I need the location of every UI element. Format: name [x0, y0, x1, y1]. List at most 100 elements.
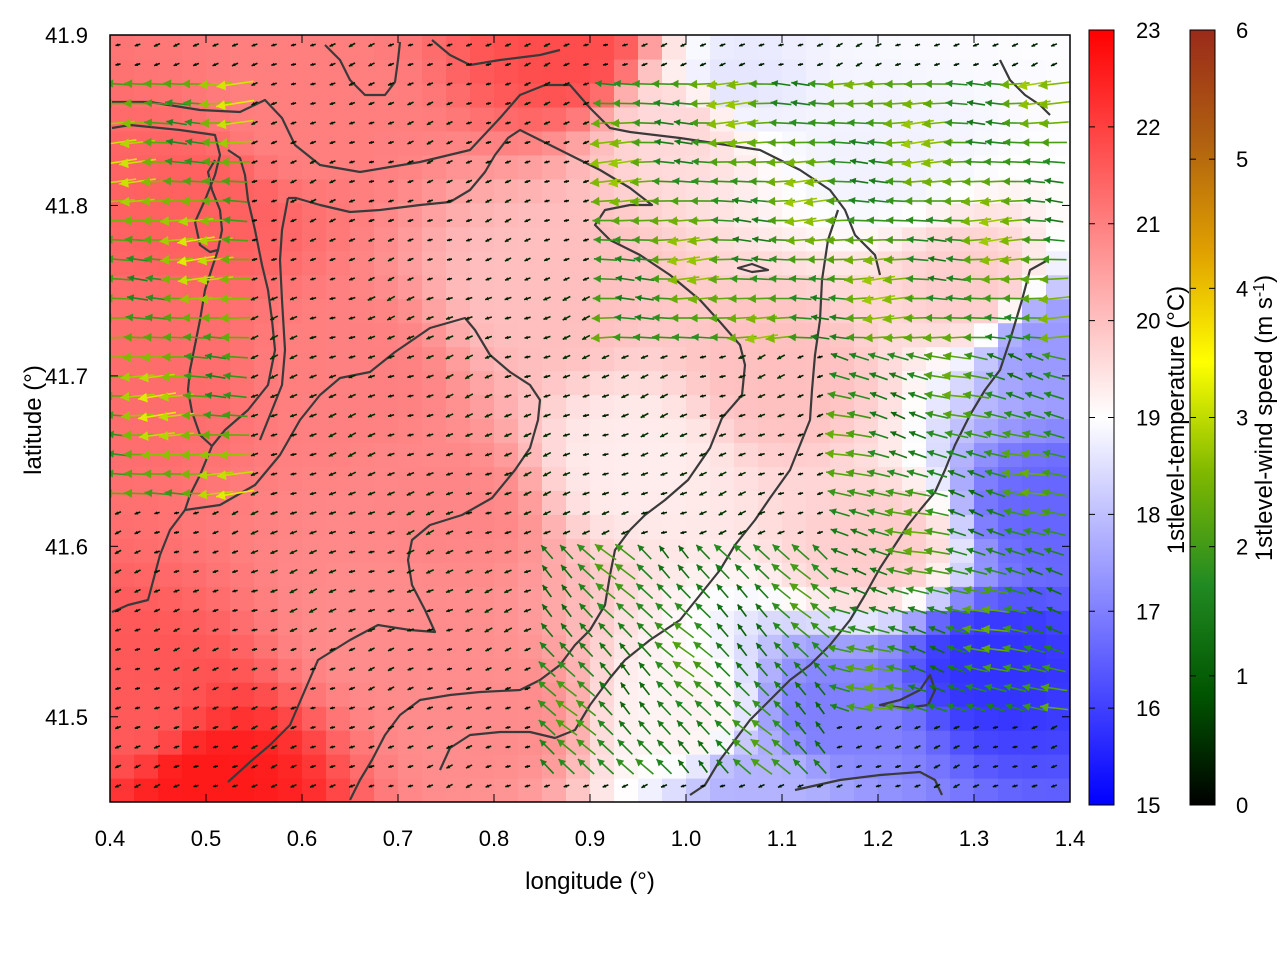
heat-cell — [854, 466, 879, 492]
wind-arrow — [270, 179, 278, 184]
wind-arrow — [183, 372, 209, 381]
heat-cell — [686, 298, 711, 324]
heat-cell — [446, 154, 471, 180]
heat-cell — [110, 35, 135, 60]
heat-cell — [230, 730, 255, 755]
wind-arrow — [231, 62, 239, 67]
heat-cell — [302, 778, 327, 802]
heat-cell — [590, 658, 615, 683]
heat-cell — [542, 178, 567, 204]
wind-arrow-head — [251, 569, 255, 574]
heat-cell — [350, 250, 375, 276]
heat-cell — [614, 106, 639, 132]
heat-cell — [638, 202, 663, 228]
heat-cell — [1046, 730, 1070, 755]
heat-cell — [470, 682, 495, 707]
heat-cell — [422, 754, 447, 779]
heat-cell — [110, 658, 135, 683]
heat-cell — [734, 58, 759, 84]
heat-cell — [758, 418, 783, 444]
wind-arrow-head — [251, 706, 256, 710]
wind-arrow-head — [198, 294, 209, 304]
heat-cell — [710, 370, 735, 396]
heat-cell — [110, 706, 135, 731]
wind-arrow — [145, 313, 169, 322]
heat-cell — [974, 370, 999, 396]
heat-cell — [854, 322, 879, 348]
heat-cell — [806, 778, 831, 802]
wind-arrow — [251, 725, 258, 730]
wind-arrow-head — [161, 274, 171, 284]
heat-cell — [902, 322, 927, 348]
wind-arrow-head — [134, 569, 139, 574]
heat-cell — [446, 322, 471, 348]
heat-cell — [566, 250, 591, 276]
heat-cell — [110, 730, 135, 755]
heat-cell — [734, 394, 759, 420]
heat-cell — [494, 58, 519, 84]
wind-arrow — [270, 140, 278, 145]
heat-cell — [374, 538, 399, 563]
wind-arrow — [269, 373, 279, 380]
wind-arrow-head — [164, 157, 173, 166]
wind-arrow-head — [232, 647, 236, 652]
wind-arrow-head — [114, 569, 119, 574]
heat-cell — [662, 58, 687, 84]
heat-cell — [494, 562, 519, 587]
heat-cell — [878, 730, 903, 755]
heat-cell — [686, 370, 711, 396]
heat-cell — [1022, 538, 1047, 563]
heat-cell — [638, 778, 663, 802]
heat-cell — [470, 130, 495, 156]
heat-cell — [590, 754, 615, 779]
heat-cell — [422, 634, 447, 659]
heat-cell — [398, 682, 423, 707]
heat-cell — [254, 298, 279, 324]
heat-cell — [950, 610, 975, 635]
heat-cell — [926, 250, 951, 276]
wind-arrow — [192, 42, 200, 48]
wind-arrow — [173, 784, 180, 788]
heat-cell — [302, 610, 327, 635]
heat-cell — [206, 58, 231, 84]
wind-arrow-head — [134, 706, 139, 710]
heat-cell — [446, 634, 471, 659]
heat-cell — [806, 154, 831, 180]
heat-cell — [230, 58, 255, 84]
heat-cell — [374, 202, 399, 228]
wind-arrow-head — [251, 121, 256, 125]
heat-cell — [590, 514, 615, 539]
heat-cell — [1022, 586, 1047, 611]
heat-cell — [542, 418, 567, 444]
heat-cell — [302, 418, 327, 444]
heat-cell — [854, 682, 879, 707]
heat-cell — [374, 610, 399, 635]
heat-cell — [518, 778, 543, 802]
wind-arrow-head — [162, 469, 171, 479]
heat-cell — [494, 274, 519, 300]
heat-cell — [206, 658, 231, 683]
wind-arrow-head — [232, 569, 236, 574]
heat-cell — [134, 322, 159, 348]
wind-arrow-head — [223, 391, 231, 400]
wind-arrow-head — [110, 488, 113, 498]
heat-cell — [710, 778, 735, 802]
wind-arrow — [212, 62, 219, 67]
heat-cell — [110, 154, 135, 180]
heat-cell — [230, 322, 255, 348]
heat-cell — [374, 106, 399, 132]
wind-arrow — [193, 511, 199, 515]
wind-arrow-head — [123, 98, 132, 109]
wind-arrow-head — [134, 608, 139, 613]
wind-arrow — [115, 667, 121, 671]
heat-cell — [422, 706, 447, 731]
heat-cell — [734, 514, 759, 539]
wind-arrow — [193, 764, 199, 769]
heat-cell — [854, 778, 879, 802]
heat-cell — [470, 250, 495, 276]
wind-arrow-head — [154, 589, 158, 593]
wind-arrow-head — [251, 764, 256, 769]
wind-arrow-head — [135, 667, 139, 671]
wind-arrow — [251, 589, 258, 593]
wind-arrow-head — [142, 235, 152, 245]
